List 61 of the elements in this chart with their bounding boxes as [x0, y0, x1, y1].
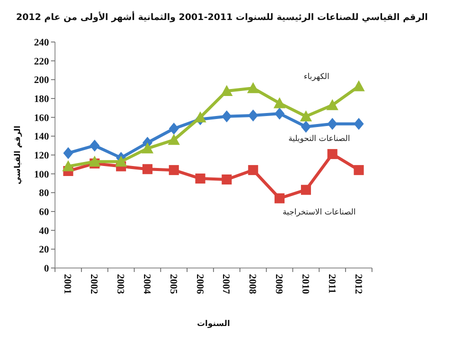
- point: [62, 160, 74, 172]
- point: [222, 110, 232, 122]
- point: [222, 174, 232, 184]
- x-tick-label: 2011: [326, 274, 337, 294]
- x-tick-label: 2010: [299, 274, 310, 294]
- point: [326, 99, 338, 110]
- point: [327, 149, 338, 160]
- x-tick-label: 2012: [352, 274, 364, 294]
- series-label: الصناعات الاستخراجية: [282, 208, 356, 216]
- x-tick-label: 2001: [62, 274, 73, 294]
- x-tick-label: 2008: [246, 274, 258, 294]
- y-tick-label: 240: [34, 38, 49, 48]
- point: [90, 140, 100, 152]
- point: [247, 82, 260, 94]
- x-tick-label: 2005: [167, 274, 178, 294]
- x-tick-label: 2006: [194, 274, 205, 294]
- y-tick-label: 80: [39, 188, 49, 200]
- y-tick-label: 100: [34, 169, 49, 180]
- y-tick-label: 200: [34, 75, 49, 86]
- point: [168, 134, 180, 145]
- y-tick-label: 0: [44, 264, 49, 274]
- point: [88, 156, 101, 167]
- chart-title: الرقم القياسي للصناعات الرئيسية للسنوات 2011-2001 والثمانية أشهر الأولى من عام 2012: [16, 11, 428, 23]
- y-tick-label: 180: [34, 94, 49, 105]
- point: [168, 165, 179, 176]
- text: الكهرباء: [304, 72, 330, 81]
- point: [300, 110, 312, 122]
- point: [352, 80, 365, 92]
- x-tick-label: 2009: [273, 274, 284, 294]
- point: [248, 109, 258, 122]
- point: [168, 122, 179, 135]
- point: [274, 97, 286, 108]
- point: [195, 174, 206, 184]
- y-tick-label: 40: [39, 226, 49, 237]
- y-tick-label: 160: [34, 112, 49, 124]
- y-tick-label: 220: [34, 56, 49, 68]
- x-tick-label: 2007: [220, 274, 232, 294]
- point: [300, 184, 311, 195]
- point: [194, 111, 206, 122]
- y-axis-title: الرقم القياسي: [13, 125, 22, 184]
- y-tick-label: 140: [34, 132, 49, 143]
- x-tick-label: 2002: [88, 274, 100, 294]
- x-tick-label: 2004: [140, 274, 152, 294]
- y-tick-label: 120: [34, 150, 49, 162]
- point: [300, 120, 311, 133]
- point: [274, 108, 285, 120]
- series-label: الصناعات التحويلية: [288, 134, 350, 144]
- y-tick-label: 60: [39, 207, 49, 218]
- point: [274, 193, 285, 204]
- x-tick-label: 2003: [114, 274, 126, 294]
- point: [327, 118, 338, 130]
- point: [141, 142, 154, 154]
- point: [248, 165, 258, 176]
- point: [63, 147, 74, 160]
- point: [142, 164, 152, 174]
- point: [115, 156, 128, 167]
- y-tick-label: 20: [39, 244, 49, 256]
- point: [220, 84, 233, 96]
- point: [354, 165, 364, 176]
- x-axis-title: السنوات: [197, 319, 230, 328]
- point: [354, 118, 364, 130]
